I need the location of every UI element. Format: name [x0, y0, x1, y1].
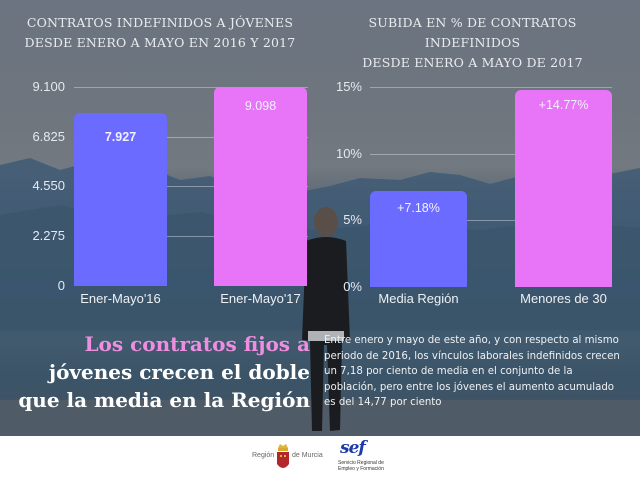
- chart2-xlabel: Menores de 30: [520, 291, 607, 306]
- chart2-gridline: [370, 87, 612, 88]
- bar-value-label: 9.098: [244, 99, 277, 113]
- chart2-ytick: 5%: [343, 212, 362, 227]
- chart2-gridline: [370, 154, 612, 155]
- headline-line3: que la media en la Región: [18, 388, 310, 412]
- bar-value-label: 7.927: [104, 130, 137, 144]
- person-silhouette: [302, 207, 350, 431]
- sef-line1: Servicio Regional de: [338, 460, 384, 466]
- bar-value-label: +14.77%: [538, 98, 589, 112]
- chart1-ytick: 6.825: [32, 129, 65, 144]
- chart2-title: SUBIDA EN % DE CONTRATOS INDEFINIDOS DES…: [320, 13, 625, 73]
- chart1-ytick: 0: [57, 278, 65, 293]
- chart1-ytick: 2.275: [32, 228, 65, 243]
- chart2-ytick: 0%: [343, 279, 362, 294]
- headline-line2: jóvenes crecen el doble: [48, 360, 310, 384]
- sef-mark: sef: [340, 438, 366, 458]
- sef-line2: Empleo y Formación: [338, 466, 384, 472]
- region-murcia-logo: Región de Murcia: [252, 442, 334, 474]
- chart2-title-line1: SUBIDA EN % DE CONTRATOS INDEFINIDOS: [368, 15, 577, 50]
- chart1-gridline: [74, 137, 308, 138]
- background-photo: CONTRATOS INDEFINIDOS A JÓVENES DESDE EN…: [0, 0, 640, 436]
- footer: Región de Murcia sef Servicio Regional d…: [0, 436, 640, 480]
- chart2-ytick: 10%: [335, 146, 362, 161]
- chart1-title-line2: DESDE ENERO A MAYO EN 2016 Y 2017: [24, 35, 296, 50]
- chart1-title: CONTRATOS INDEFINIDOS A JÓVENES DESDE EN…: [0, 13, 320, 53]
- chart1-xlabel: Ener-Mayo'16: [80, 291, 161, 306]
- chart1-bar-2016[interactable]: 7.927: [74, 113, 167, 286]
- chart2-title-line2: DESDE ENERO A MAYO DE 2017: [362, 55, 583, 70]
- chart1-gridline: [74, 236, 308, 237]
- chart2-ytick: 15%: [335, 79, 362, 94]
- logo-text-de-murcia: de Murcia: [292, 452, 323, 459]
- sef-logo: sef Servicio Regional de Empleo y Formac…: [338, 438, 388, 476]
- logo-text-region: Región: [252, 452, 275, 459]
- chart2-gridline: [370, 220, 612, 221]
- murcia-coat-of-arms-icon: [277, 444, 289, 468]
- chart2-xlabel: Media Región: [378, 291, 459, 306]
- chart1-gridline: [74, 87, 308, 88]
- headline: Los contratos fijos a jóvenes crecen el …: [18, 330, 310, 414]
- chart1-title-line1: CONTRATOS INDEFINIDOS A JÓVENES: [26, 15, 294, 30]
- chart2-bar-menores-30[interactable]: +14.77%: [515, 90, 612, 287]
- bar-value-label: +7.18%: [397, 201, 440, 215]
- headline-line1: Los contratos fijos a: [84, 332, 310, 356]
- chart2-bar-media-region[interactable]: +7.18%: [370, 191, 467, 287]
- chart1-bar-2017[interactable]: 9.098: [214, 87, 307, 286]
- body-paragraph: Entre enero y mayo de este año, y con re…: [324, 335, 620, 409]
- chart1-ytick: 9.100: [32, 79, 65, 94]
- chart1-ytick: 4.550: [32, 178, 65, 193]
- chart1-xlabel: Ener-Mayo'17: [220, 291, 301, 306]
- chart1-gridline: [74, 186, 308, 187]
